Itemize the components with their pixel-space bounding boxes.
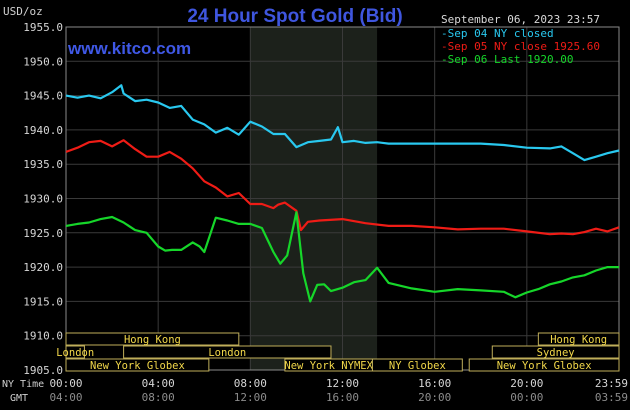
x-tick-labels: 00:00 04:00 08:00 12:00 16:00 20:00 23:5904:00… [49,377,628,404]
session-label: Sydney [537,347,575,359]
y-tick-label: 1910.0 [23,330,63,343]
x-tick-label-ny: 04:00 [142,377,175,390]
legend-entry: -Sep 06 Last 1920.00 [441,53,573,66]
y-tick-label: 1925.0 [23,227,63,240]
series-line-2 [65,139,620,236]
session-label: NY Globex [389,360,446,372]
y-axis-label: USD/oz [3,5,43,18]
y-tick-label: 1940.0 [23,124,63,137]
session-label: Hong Kong [124,334,181,346]
session-label: New York Globex [497,360,592,372]
x-tick-label-gmt: 03:59 [595,391,628,404]
legend-entry: -Sep 04 NY closed [441,27,554,40]
session-label: New York Globex [90,360,185,372]
session-box [65,345,85,359]
gmt-row-label: GMT [10,393,28,404]
session-box [491,345,620,359]
x-tick-label-gmt: 08:00 [142,391,175,404]
legend-entry: -Sep 05 NY close 1925.60 [441,40,600,53]
chart-timestamp: September 06, 2023 23:57 [441,13,600,26]
session-label: London [56,347,94,359]
y-tick-label: 1950.0 [23,55,63,68]
y-tick-labels: 1955.0 1950.0 1945.0 1940.0 1935.0 1930.0 1925… [23,21,63,377]
session-box [65,358,210,372]
y-tick-label: 1930.0 [23,193,63,206]
chart-title: 24 Hour Spot Gold (Bid) [187,6,402,27]
y-tick-label: 1935.0 [23,158,63,171]
y-tick-label: 1915.0 [23,295,63,308]
session-box [468,358,620,372]
session-label: New York NYMEX [284,360,373,372]
session-box [123,345,332,359]
session-box [65,332,240,346]
session-box [537,332,620,346]
session-label: London [208,347,246,359]
x-tick-label-ny: 00:00 [49,377,82,390]
series-line-1 [65,84,620,162]
session-box [371,358,463,372]
y-tick-label: 1905.0 [23,364,63,377]
x-tick-label-gmt: 00:00 [510,391,543,404]
x-tick-label-ny: 12:00 [326,377,359,390]
y-tick-label: 1955.0 [23,21,63,34]
x-tick-label-gmt: 04:00 [49,391,82,404]
x-tick-label-ny: 23:59 [595,377,628,390]
x-tick-label-ny: 20:00 [510,377,543,390]
brand-text: www.kitco.com [67,39,191,58]
x-tick-label-ny: 08:00 [234,377,267,390]
x-tick-label-ny: 16:00 [418,377,451,390]
series-line-3 [65,211,619,303]
series-lines [65,84,620,303]
x-tick-label-gmt: 16:00 [326,391,359,404]
legend: -Sep 04 NY closed-Sep 05 NY close 1925.6… [441,27,600,66]
session-label: Hong Kong [550,334,607,346]
y-tick-label: 1945.0 [23,90,63,103]
x-tick-label-gmt: 12:00 [234,391,267,404]
ny-time-row-label: NY Time [2,379,44,390]
x-tick-label-gmt: 20:00 [418,391,451,404]
y-tick-label: 1920.0 [23,261,63,274]
